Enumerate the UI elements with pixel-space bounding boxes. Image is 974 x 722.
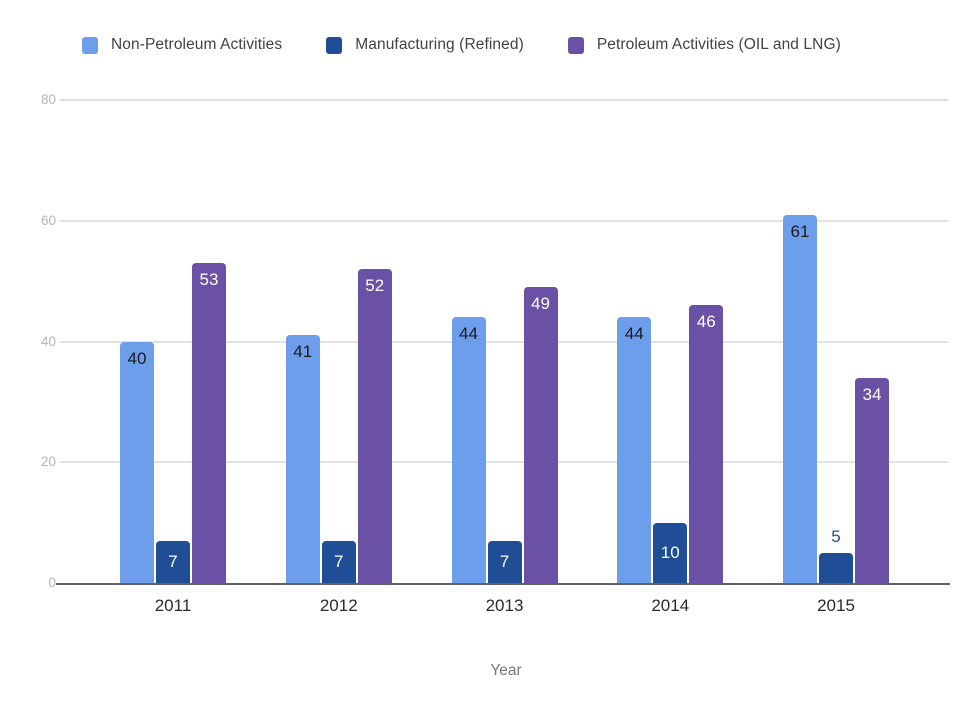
- legend-label-manufacturing: Manufacturing (Refined): [355, 36, 524, 53]
- gridline-60: [60, 219, 948, 222]
- bar-2012-series-1: [321, 540, 356, 583]
- gridline-20: [60, 461, 948, 464]
- legend-swatch-non-petroleum: [82, 36, 98, 54]
- y-tick-label-20: 20: [40, 454, 56, 470]
- bar-value-label-2015-series-0: 61: [790, 221, 810, 241]
- bar-2011-series-1: [156, 540, 190, 583]
- bar-value-label-2015-series-2: 34: [862, 384, 882, 404]
- x-axis-line: [56, 583, 950, 585]
- legend-swatch-manufacturing: [326, 36, 343, 54]
- bar-2014-series-1: [653, 522, 688, 583]
- bar-2015-series-0: [783, 214, 817, 583]
- bar-value-label-2014-series-0: 44: [624, 324, 644, 344]
- x-tick-label-2014: 2014: [651, 596, 690, 615]
- bar-value-label-2012-series-2: 52: [365, 276, 385, 296]
- legend-item-petroleum: Petroleum Activities (OIL and LNG): [567, 36, 841, 54]
- x-tick-label-2012: 2012: [319, 596, 358, 615]
- bar-value-label-2013-series-2: 49: [531, 294, 550, 314]
- bar-value-label-2013-series-0: 44: [459, 324, 478, 344]
- bar-value-label-2011-series-0: 40: [127, 348, 147, 368]
- legend-item-non-petroleum: Non-Petroleum Activities: [82, 36, 282, 54]
- legend-swatch-petroleum: [567, 36, 584, 54]
- bar-2013-series-0: [451, 317, 486, 583]
- bar-2012-series-2: [357, 269, 392, 583]
- bar-value-label-2012-series-1: 7: [334, 551, 344, 571]
- bar-2015-series-1: [819, 552, 853, 583]
- bar-value-label-2014-series-1: 10: [660, 542, 680, 562]
- gridline-40: [60, 340, 948, 343]
- bar-2013-series-2: [523, 287, 558, 583]
- bar-value-label-2011-series-2: 53: [199, 270, 219, 289]
- y-tick-label-40: 40: [40, 333, 56, 349]
- legend-label-petroleum: Petroleum Activities (OIL and LNG): [596, 36, 841, 53]
- y-tick-label-80: 80: [40, 92, 56, 107]
- bar-2011-series-2: [192, 263, 226, 583]
- bar-value-label-2014-series-2: 46: [696, 312, 716, 332]
- legend-item-manufacturing: Manufacturing (Refined): [326, 36, 524, 54]
- y-tick-label-60: 60: [40, 212, 56, 228]
- bar-value-label-2011-series-1: 7: [168, 551, 178, 571]
- bar-value-label-2013-series-1: 7: [499, 551, 510, 571]
- bar-value-label-2012-series-0: 41: [293, 342, 313, 362]
- bar-value-label-2015-series-1: 5: [831, 526, 841, 546]
- legend-label-non-petroleum: Non-Petroleum Activities: [111, 36, 283, 53]
- gridline-80: [60, 99, 948, 101]
- bar-2012-series-0: [285, 335, 320, 583]
- x-axis-title: Year: [490, 662, 522, 679]
- bar-2015-series-2: [855, 377, 889, 583]
- x-tick-label-2013: 2013: [485, 596, 524, 615]
- x-tick-label-2011: 2011: [154, 596, 192, 615]
- bar-2013-series-1: [487, 540, 522, 583]
- y-tick-label-0: 0: [48, 575, 56, 590]
- chart-legend: Non-Petroleum Activities Manufacturing (…: [82, 36, 841, 54]
- bar-2014-series-0: [617, 317, 652, 583]
- x-tick-label-2015: 2015: [817, 596, 855, 615]
- bar-2014-series-2: [689, 305, 724, 583]
- bar-2011-series-0: [120, 341, 154, 583]
